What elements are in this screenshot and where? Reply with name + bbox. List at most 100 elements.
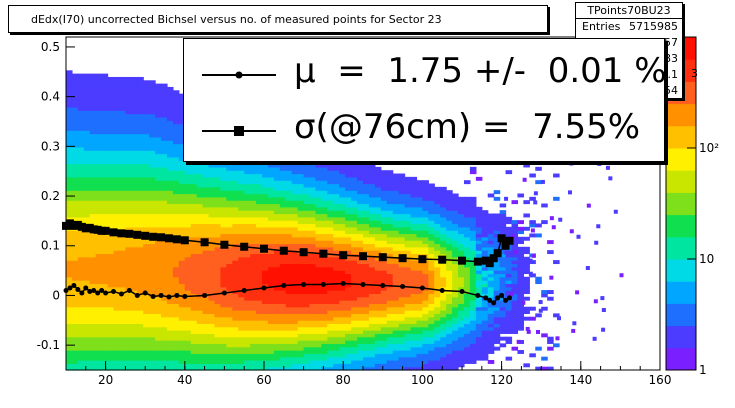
heatmap-cell: [131, 210, 138, 215]
heatmap-cell: [184, 270, 192, 275]
heatmap-cell: [137, 303, 144, 308]
heatmap-cell: [208, 226, 216, 231]
heatmap-cell: [196, 360, 204, 364]
heatmap-cell: [345, 173, 352, 178]
heatmap-cell: [113, 196, 121, 201]
heatmap-cell: [321, 336, 328, 341]
heatmap-cell: [202, 320, 210, 324]
heatmap-cell: [446, 333, 453, 338]
heatmap-cell: [71, 256, 79, 261]
heatmap-cell: [374, 323, 382, 328]
heatmap-cell: [208, 280, 216, 285]
heatmap-cell: [89, 323, 97, 328]
heatmap-cell: [143, 133, 150, 138]
heatmap-cell: [131, 103, 138, 108]
heatmap-cell: [113, 266, 121, 271]
heatmap-cell: [262, 183, 269, 188]
heatmap-cell: [273, 310, 281, 314]
heatmap-cell: [291, 340, 299, 344]
heatmap-cell: [101, 213, 109, 218]
heatmap-cell: [196, 306, 204, 311]
heatmap-cell: [309, 253, 317, 258]
heatmap-cell: [155, 156, 162, 161]
heatmap-cell: [95, 96, 103, 101]
heatmap-cell: [303, 170, 311, 175]
heatmap-cell: [149, 123, 156, 128]
heatmap-cell: [226, 313, 233, 318]
heatmap-cell: [339, 320, 346, 324]
heatmap-cell: [113, 363, 121, 368]
heatmap-cell: [428, 226, 435, 231]
heatmap-cell: [410, 263, 418, 268]
heatmap-cell: [363, 343, 370, 348]
heatmap-cell: [107, 333, 115, 338]
heatmap-cell: [101, 100, 109, 105]
heatmap-cell: [172, 313, 180, 318]
heatmap-cell: [190, 203, 198, 208]
heatmap-cell: [416, 296, 423, 301]
heatmap-cell: [374, 303, 382, 308]
heatmap-cell: [137, 106, 144, 111]
heatmap-cell: [309, 170, 317, 175]
heatmap-cell: [410, 240, 418, 245]
heatmap-cell: [137, 146, 144, 151]
heatmap-cell: [440, 326, 447, 331]
heatmap-cell: [101, 170, 109, 175]
heatmap-cell: [273, 273, 281, 278]
heatmap-cell: [172, 296, 180, 301]
heatmap-cell: [125, 300, 132, 304]
heatmap-cell: [77, 256, 85, 261]
heatmap-cell: [291, 276, 299, 281]
heatmap-cell: [357, 170, 364, 175]
heatmap-cell: [285, 290, 293, 295]
heatmap-cell: [202, 223, 210, 228]
heatmap-cell: [226, 183, 233, 188]
heatmap-cell: [303, 243, 311, 248]
heatmap-cell: [410, 203, 418, 208]
heatmap-cell: [184, 263, 192, 268]
heatmap-cell: [368, 306, 376, 311]
heatmap-cell: [125, 220, 132, 225]
heatmap-cell: [321, 280, 328, 285]
heatmap-cell: [143, 96, 150, 101]
heatmap-cell: [125, 246, 132, 251]
heatmap-cell: [238, 280, 245, 285]
heatmap-cell: [77, 340, 85, 344]
heatmap-cell: [77, 333, 85, 338]
heatmap-cell: [178, 330, 186, 334]
heatmap-cell: [363, 233, 370, 238]
heatmap-cell: [184, 360, 192, 364]
heatmap-cell: [137, 110, 144, 115]
heatmap-cell: [410, 230, 418, 235]
heatmap-cell: [166, 123, 174, 128]
heatmap-cell: [291, 356, 299, 361]
heatmap-cell: [66, 83, 73, 88]
heatmap-cell: [315, 190, 323, 195]
heatmap-cell: [386, 236, 394, 241]
heatmap-cell: [363, 203, 370, 208]
heatmap-cell: [143, 273, 150, 278]
heatmap-cell: [190, 366, 198, 371]
heatmap-cell: [256, 336, 263, 341]
heatmap-cell: [463, 253, 471, 258]
heatmap-cell: [345, 260, 352, 265]
heatmap-cell: [131, 116, 138, 121]
heatmap-cell: [392, 336, 400, 341]
heatmap-cell: [107, 96, 115, 101]
heatmap-cell: [446, 253, 453, 258]
heatmap-cell: [386, 196, 394, 201]
heatmap-cell: [363, 240, 370, 245]
heatmap-cell: [143, 120, 150, 125]
heatmap-cell: [416, 353, 423, 358]
heatmap-cell: [303, 310, 311, 314]
heatmap-cell: [95, 266, 103, 271]
heatmap-cell: [309, 300, 317, 304]
heatmap-cell: [428, 320, 435, 324]
heatmap-cell: [321, 173, 328, 178]
heatmap-cell: [363, 290, 370, 295]
heatmap-cell: [178, 310, 186, 314]
heatmap-cell: [137, 163, 144, 168]
heatmap-cell: [279, 290, 287, 295]
heatmap-cell: [357, 183, 364, 188]
heatmap-cell: [161, 106, 168, 111]
